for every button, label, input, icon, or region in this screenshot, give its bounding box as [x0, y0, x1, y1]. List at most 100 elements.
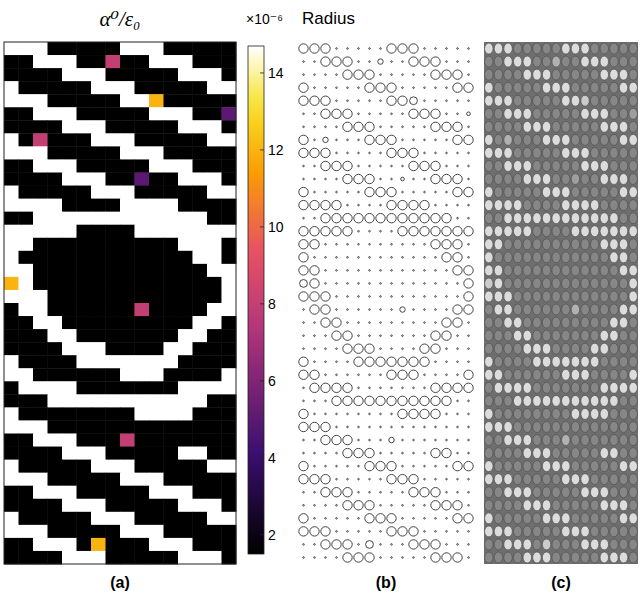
radius-circle — [424, 74, 426, 76]
heatmap-cell — [91, 146, 106, 159]
radius-circle — [376, 83, 385, 92]
render-cell — [571, 174, 579, 185]
radius-circle — [424, 309, 426, 311]
heatmap-cell — [48, 81, 63, 94]
heatmap-cell — [193, 173, 208, 186]
heatmap-cell — [207, 394, 222, 407]
render-cell — [619, 461, 627, 472]
render-cell — [485, 356, 493, 367]
radius-circle — [457, 296, 459, 298]
render-cell — [494, 43, 502, 54]
radius-circle — [325, 348, 327, 350]
radius-circle — [424, 48, 426, 50]
render-cell — [610, 395, 618, 406]
render-cell — [590, 513, 598, 524]
radius-circle — [398, 200, 407, 209]
radius-circle — [387, 514, 396, 523]
heatmap-cell — [91, 538, 106, 551]
render-cell — [485, 265, 493, 276]
render-cell — [590, 395, 598, 406]
heatmap-cell — [91, 251, 106, 264]
radius-circle — [431, 57, 440, 66]
heatmap-cell — [135, 447, 150, 460]
heatmap-cell — [33, 94, 48, 107]
render-cell — [485, 395, 493, 406]
heatmap-cell — [207, 512, 222, 525]
render-cell — [600, 226, 608, 237]
render-cell — [494, 513, 502, 524]
render-cell — [533, 317, 541, 328]
render-cell — [552, 161, 560, 172]
heatmap-cell — [33, 394, 48, 407]
radius-circle — [402, 544, 404, 546]
radius-circle — [336, 374, 338, 376]
radius-circle — [325, 335, 327, 337]
heatmap-cell — [178, 264, 193, 277]
radius-circle — [453, 70, 462, 79]
radius-circle — [343, 344, 352, 353]
heatmap-cell — [77, 133, 92, 146]
render-cell — [562, 474, 570, 485]
heatmap-cell — [149, 173, 164, 186]
radius-circle — [299, 370, 308, 379]
render-cell — [504, 239, 512, 250]
render-cell — [562, 121, 570, 132]
heatmap-cell — [62, 486, 77, 499]
render-cell — [542, 422, 550, 433]
heatmap-cell — [106, 199, 121, 212]
render-cell — [494, 474, 502, 485]
heatmap-cell — [164, 264, 179, 277]
radius-circle — [314, 413, 316, 415]
render-cell — [533, 265, 541, 276]
heatmap-cell — [149, 120, 164, 133]
render-cell — [552, 278, 560, 289]
radius-circle — [442, 70, 451, 79]
heatmap-cell — [149, 460, 164, 473]
render-cell — [619, 265, 627, 276]
radius-circle — [314, 87, 316, 89]
colorbar-tick-label: 10 — [268, 219, 284, 235]
radius-circle — [380, 230, 382, 232]
render-cell — [629, 187, 637, 198]
heatmap-cell — [91, 407, 106, 420]
heatmap-cell — [33, 68, 48, 81]
heatmap-cell — [135, 486, 150, 499]
render-cell — [542, 435, 550, 446]
radius-circle — [431, 383, 440, 392]
radius-circle — [431, 122, 440, 131]
radius-circle — [413, 257, 415, 259]
panel-label: (a) — [110, 574, 130, 591]
render-cell — [562, 382, 570, 393]
heatmap-cell — [193, 473, 208, 486]
render-cell — [533, 108, 541, 119]
heatmap-cell — [62, 120, 77, 133]
heatmap-cell — [193, 381, 208, 394]
heatmap-cell — [178, 225, 193, 238]
radius-circle — [343, 553, 352, 562]
render-cell — [600, 317, 608, 328]
radius-circle — [347, 243, 349, 245]
heatmap-cell — [135, 499, 150, 512]
radius-circle — [314, 544, 316, 546]
colorbar-tick-label: 2 — [268, 527, 276, 543]
radius-circle — [435, 283, 437, 285]
heatmap-cell — [178, 473, 193, 486]
render-cell — [494, 252, 502, 263]
heatmap-cell — [149, 473, 164, 486]
render-cell — [581, 108, 589, 119]
radius-circle — [431, 448, 440, 457]
radius-circle — [413, 309, 415, 311]
radius-circle — [358, 48, 360, 50]
heatmap-cell — [19, 538, 34, 551]
radius-circle — [402, 452, 404, 454]
heatmap-cell — [77, 525, 92, 538]
render-cell — [504, 69, 512, 80]
radius-circle — [332, 227, 341, 236]
render-cell — [533, 69, 541, 80]
radius-circle — [314, 335, 316, 337]
render-cell — [494, 382, 502, 393]
render-cell — [523, 487, 531, 498]
render-cell — [581, 252, 589, 263]
radius-circle — [387, 213, 396, 222]
heatmap-cell — [19, 120, 34, 133]
